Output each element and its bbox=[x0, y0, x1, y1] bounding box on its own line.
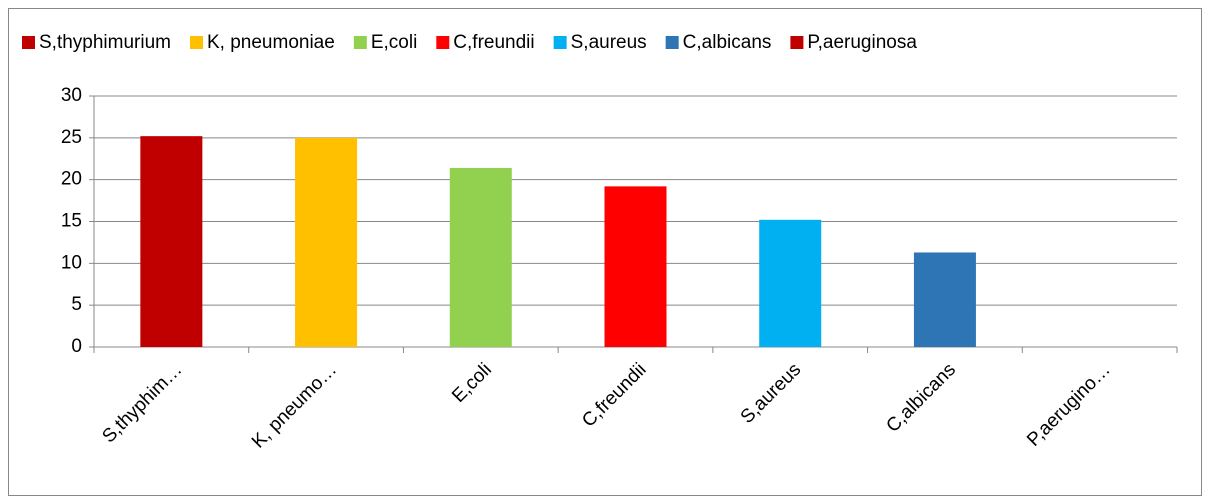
legend-swatch bbox=[436, 36, 450, 49]
legend-swatch bbox=[22, 36, 35, 49]
legend-swatch bbox=[553, 36, 567, 49]
legend-label: S,aureus bbox=[571, 32, 647, 53]
legend-label: S,thyphimurium bbox=[39, 32, 171, 53]
bar bbox=[140, 136, 203, 347]
legend-label: C,albicans bbox=[683, 32, 772, 53]
y-tick-label: 30 bbox=[61, 85, 82, 106]
legend-label: K, pneumoniae bbox=[207, 32, 335, 53]
bar bbox=[604, 186, 667, 347]
y-tick-label: 25 bbox=[61, 127, 82, 148]
bar bbox=[759, 219, 822, 347]
bar bbox=[449, 167, 512, 347]
legend-label: P,aeruginosa bbox=[807, 32, 917, 53]
legend-label: C,freundii bbox=[453, 32, 534, 53]
legend-label: E,coli bbox=[371, 32, 417, 53]
legend-swatch bbox=[790, 36, 804, 49]
y-tick-label: 15 bbox=[61, 211, 82, 232]
legend-swatch bbox=[190, 36, 203, 49]
y-tick-label: 20 bbox=[61, 169, 82, 190]
y-tick-label: 10 bbox=[61, 252, 82, 273]
legend-swatch bbox=[665, 36, 679, 49]
bar bbox=[295, 137, 358, 347]
y-tick-label: 0 bbox=[71, 336, 82, 357]
bar bbox=[913, 252, 976, 347]
legend-swatch bbox=[353, 36, 367, 49]
y-tick-label: 5 bbox=[71, 294, 82, 315]
